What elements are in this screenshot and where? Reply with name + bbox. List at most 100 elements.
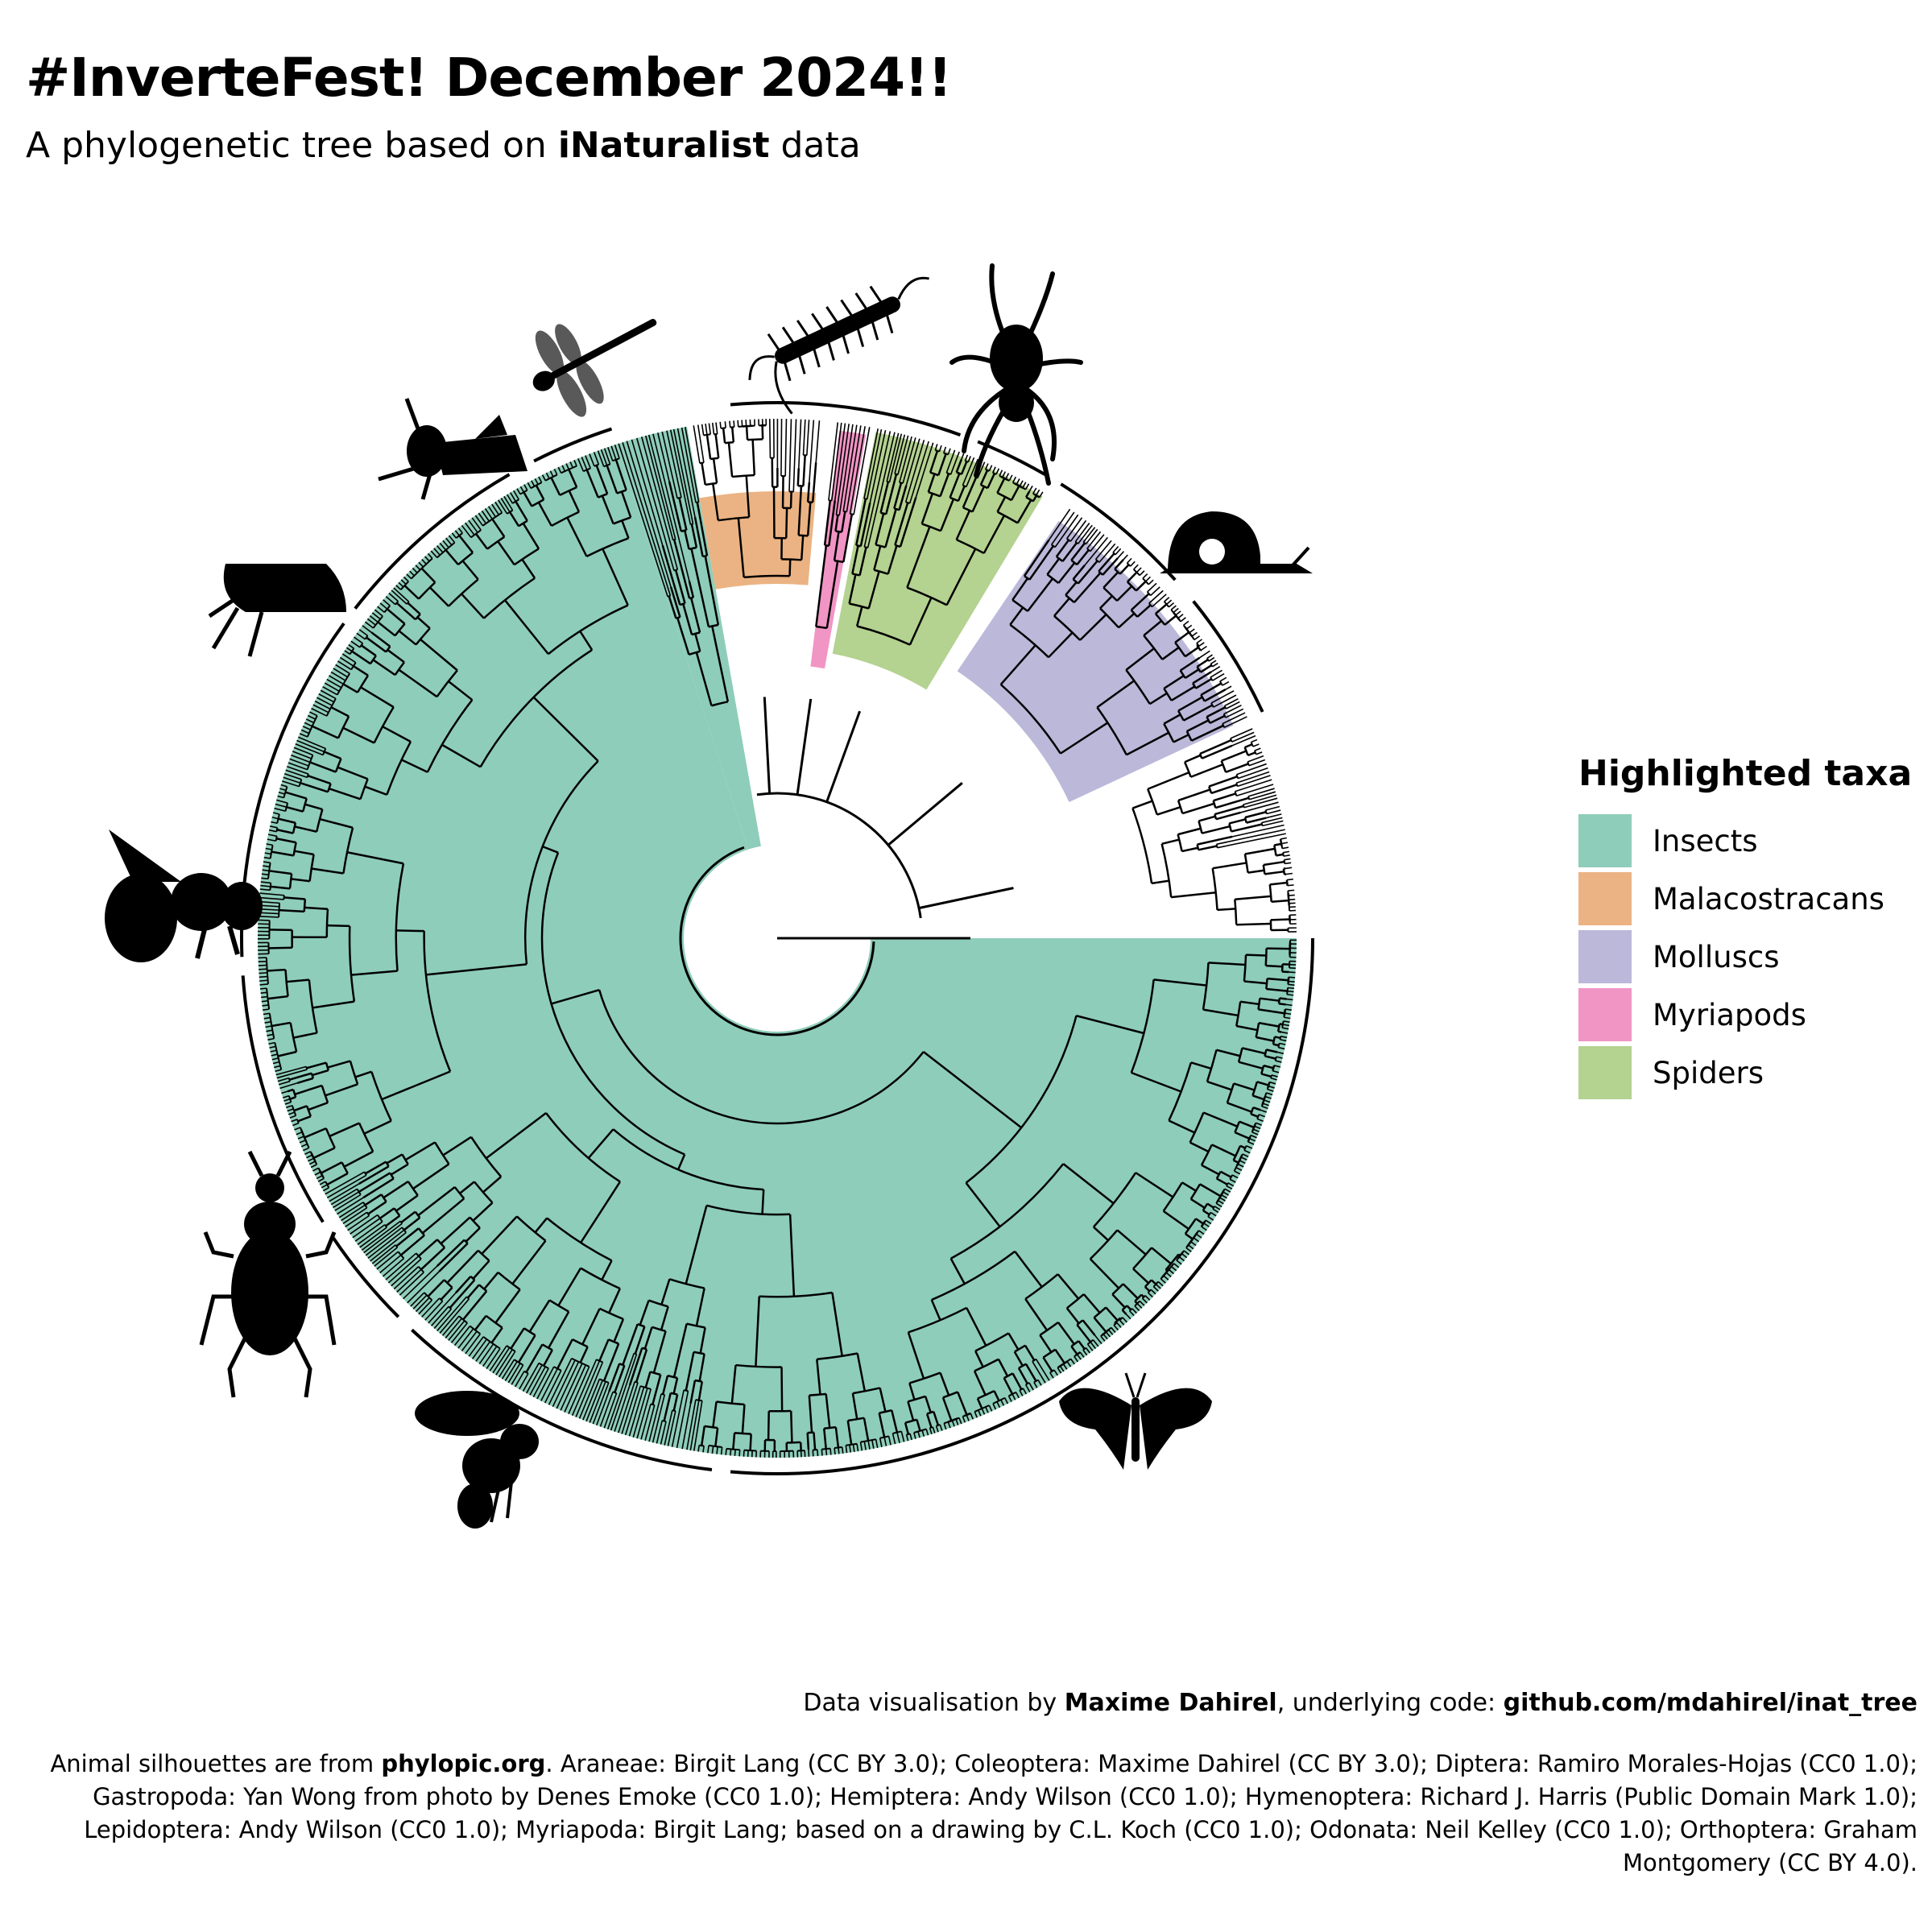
tree-branch <box>785 507 788 539</box>
tree-branch <box>270 1049 277 1053</box>
tree-branch <box>366 636 387 653</box>
tree-branch <box>714 433 720 458</box>
tree-branch-arc <box>955 1417 960 1421</box>
tree-branch-arc <box>507 509 514 515</box>
tree-branch-arc <box>523 1370 529 1375</box>
tree-branch <box>741 1404 746 1434</box>
tree-branch <box>741 420 743 427</box>
tree-branch <box>962 1416 966 1423</box>
tree-branch <box>1094 540 1112 560</box>
tree-branch <box>510 1327 525 1350</box>
tree-branch <box>902 437 916 484</box>
tree-branch <box>939 499 955 532</box>
tree-branch <box>601 1260 613 1280</box>
tree-branch <box>1065 581 1078 596</box>
tree-branch <box>274 1065 281 1069</box>
credit-prefix: Data visualisation by <box>803 1689 1057 1717</box>
tree-branch <box>279 788 287 792</box>
tree-branch <box>271 821 278 825</box>
tree-branch-arc <box>380 1194 387 1202</box>
tree-branch <box>1190 1061 1212 1070</box>
tree-branch <box>500 498 511 513</box>
tree-branch <box>379 1207 395 1219</box>
tree-branch <box>784 419 788 477</box>
tree-branch <box>1239 1120 1255 1129</box>
tree-branch-arc <box>1134 1300 1141 1307</box>
tree-branch <box>259 896 284 900</box>
tree-branch <box>899 436 912 483</box>
tree-branch <box>481 510 490 522</box>
tree-branch-arc <box>708 1444 722 1448</box>
tree-branch <box>1229 1178 1236 1183</box>
tree-branch <box>1152 1286 1159 1292</box>
tree-branch-arc <box>1100 1333 1104 1337</box>
tree-branch <box>1236 784 1274 796</box>
tree-branch <box>1177 827 1202 836</box>
tree-branch <box>924 1396 932 1413</box>
tree-branch <box>306 1061 327 1069</box>
tree-branch <box>1224 697 1239 707</box>
tree-branch <box>525 1343 544 1373</box>
tree-branch <box>1082 1293 1101 1314</box>
credit-repo[interactable]: github.com/mdahirel/inat_tree <box>1503 1689 1918 1717</box>
tree-branch <box>900 1431 905 1442</box>
tree-branch <box>359 1227 387 1248</box>
tree-branch <box>1231 734 1256 747</box>
tree-branch <box>1126 1305 1132 1311</box>
tree-branch-arc <box>325 697 337 717</box>
tree-branch-arc <box>1233 1160 1241 1172</box>
tree-branch <box>548 1358 573 1405</box>
tree-branch-arc <box>482 1336 501 1350</box>
tree-branch-arc <box>598 492 608 499</box>
tree-branch <box>1105 1306 1119 1322</box>
tree-branch <box>600 449 608 466</box>
tree-branch-arc <box>1008 1391 1017 1397</box>
order-arc <box>332 1236 400 1318</box>
tree-branch <box>1286 878 1293 881</box>
tree-branch-arc <box>1285 879 1289 886</box>
tree-branch <box>1280 1036 1288 1039</box>
tree-branch <box>1131 1071 1182 1093</box>
tree-branch <box>263 1016 271 1020</box>
tree-branch <box>1252 1094 1265 1101</box>
tree-branch <box>1024 1384 1031 1392</box>
tree-branch <box>831 1292 843 1357</box>
tree-branch <box>486 1348 501 1370</box>
tree-branch <box>523 491 533 507</box>
tree-branch <box>347 1214 370 1231</box>
legend-swatch <box>1578 1046 1632 1099</box>
tree-branch <box>886 432 900 482</box>
tree-branch <box>304 803 323 811</box>
tree-branch <box>666 430 682 498</box>
tree-branch <box>1249 1137 1256 1142</box>
attribution-site[interactable]: phylopic.org <box>381 1750 546 1777</box>
tree-branch-arc <box>1232 1145 1242 1161</box>
tree-branch <box>1205 1219 1212 1225</box>
tree-branch <box>1266 1092 1273 1096</box>
tree-branch <box>674 569 686 604</box>
tree-branch <box>326 1172 349 1186</box>
tree-branch <box>448 1320 465 1341</box>
tree-branch-arc <box>269 883 272 891</box>
tree-branch <box>711 422 715 435</box>
tree-branch-arc <box>1256 1114 1260 1119</box>
tree-branch <box>455 1276 472 1294</box>
legend-label: Spiders <box>1653 1055 1764 1090</box>
tree-branch <box>448 681 474 701</box>
tree-branch-arc <box>913 1428 927 1433</box>
tree-branch <box>258 964 267 966</box>
tree-branch-arc <box>672 1409 676 1412</box>
tree-branch <box>1190 724 1224 742</box>
tree-branch <box>695 652 713 706</box>
tree-branch <box>1100 1335 1106 1342</box>
tree-branch-arc <box>1126 562 1131 567</box>
tree-branch-arc <box>905 501 911 504</box>
tree-branch <box>1054 1349 1065 1364</box>
tree-branch <box>543 1349 553 1367</box>
tree-branch <box>1135 581 1147 592</box>
tree-branch <box>1163 714 1181 725</box>
tree-branch <box>282 1094 290 1098</box>
tree-branch <box>712 483 719 521</box>
tree-branch-arc <box>470 529 482 539</box>
